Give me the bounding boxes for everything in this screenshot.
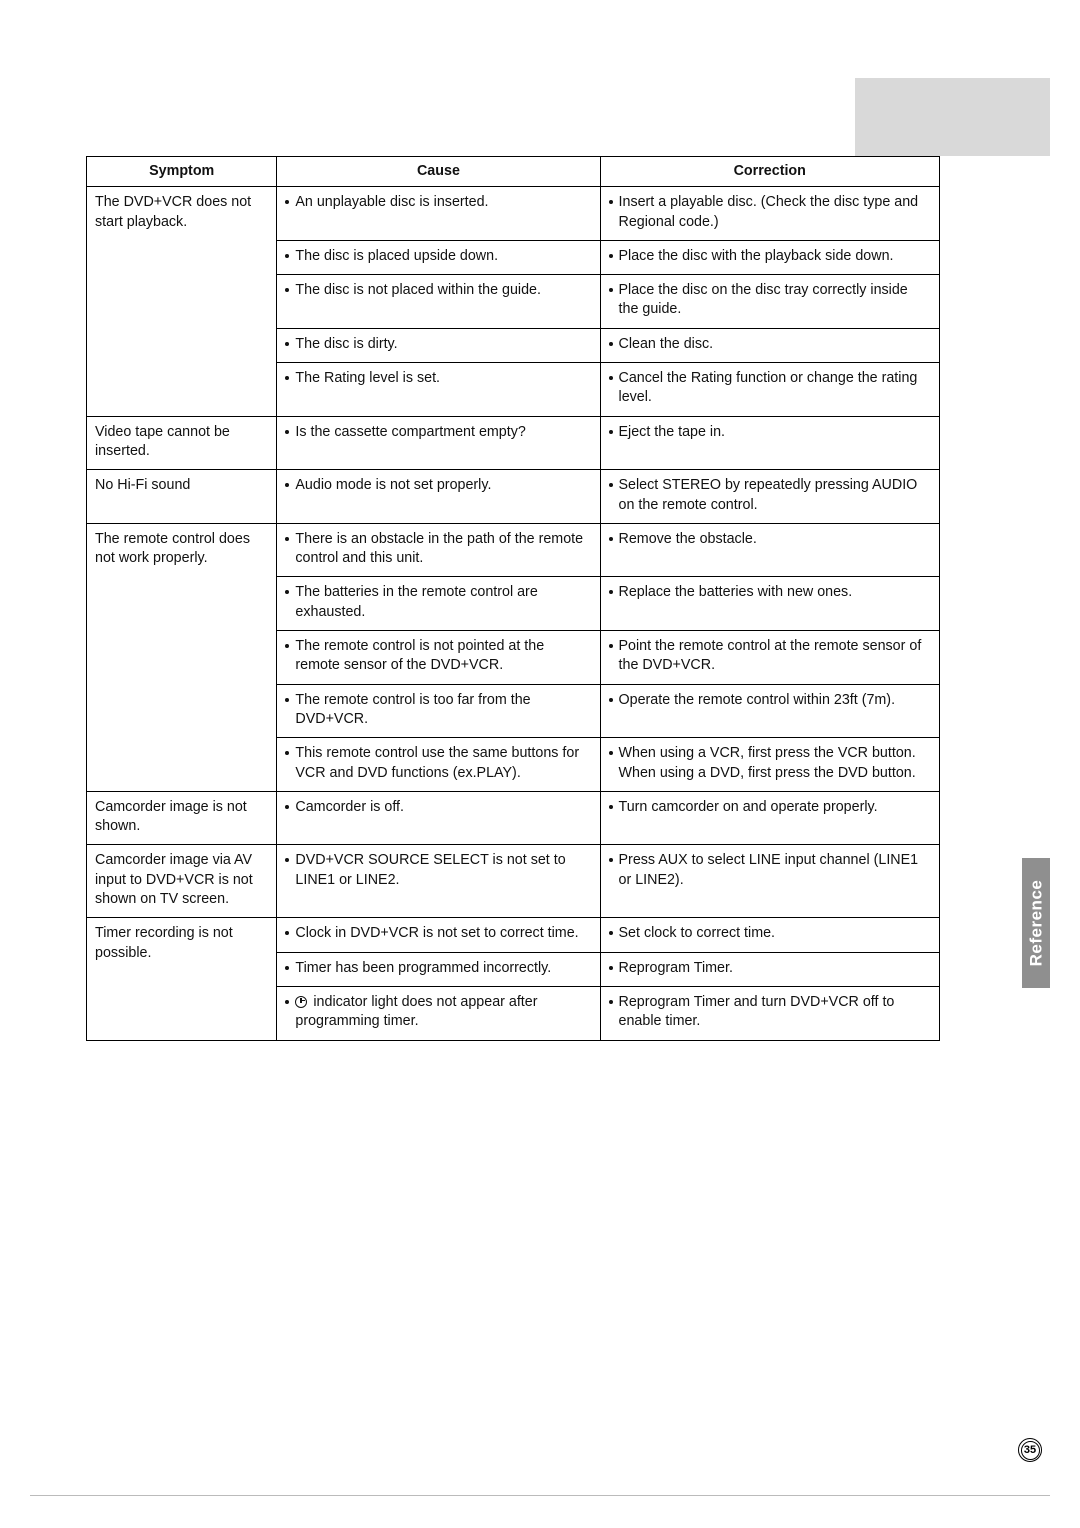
content-area: Symptom Cause Correction The DVD+VCR doe… (86, 156, 940, 1041)
section-tab: Reference (1022, 858, 1050, 988)
symptom-cell: The remote control does not work properl… (87, 523, 277, 791)
table-row: Camcorder image via AV input to DVD+VCR … (87, 845, 940, 918)
table-cell: Insert a playable disc. (Check the disc … (600, 187, 939, 241)
table-cell: There is an obstacle in the path of the … (277, 523, 600, 577)
table-cell: Clean the disc. (600, 328, 939, 362)
table-row: The remote control does not work properl… (87, 523, 940, 577)
table-cell: Cancel the Rating function or change the… (600, 363, 939, 417)
table-cell: Timer has been programmed incorrectly. (277, 952, 600, 986)
table-header-row: Symptom Cause Correction (87, 157, 940, 187)
section-tab-label: Reference (1026, 880, 1046, 967)
table-cell: Remove the obstacle. (600, 523, 939, 577)
table-cell: Camcorder is off. (277, 791, 600, 845)
table-cell: The remote control is not pointed at the… (277, 631, 600, 685)
symptom-cell: No Hi-Fi sound (87, 470, 277, 524)
header-gray-block (855, 78, 1050, 156)
table-row: The DVD+VCR does not start playback.An u… (87, 187, 940, 241)
table-row: Timer recording is not possible.Clock in… (87, 918, 940, 952)
page-number-badge: 35 (1018, 1438, 1042, 1462)
table-cell: Press AUX to select LINE input channel (… (600, 845, 939, 918)
table-row: Video tape cannot be inserted.Is the cas… (87, 416, 940, 470)
table-cell: indicator light does not appear after pr… (277, 986, 600, 1040)
table-cell: Select STEREO by repeatedly pressing AUD… (600, 470, 939, 524)
footer-divider (30, 1495, 1050, 1496)
table-cell: Clock in DVD+VCR is not set to correct t… (277, 918, 600, 952)
table-cell: Replace the batteries with new ones. (600, 577, 939, 631)
table-cell: An unplayable disc is inserted. (277, 187, 600, 241)
table-cell: Reprogram Timer and turn DVD+VCR off to … (600, 986, 939, 1040)
table-cell: This remote control use the same buttons… (277, 738, 600, 792)
table-cell: DVD+VCR SOURCE SELECT is not set to LINE… (277, 845, 600, 918)
symptom-cell: Timer recording is not possible. (87, 918, 277, 1040)
table-cell: Point the remote control at the remote s… (600, 631, 939, 685)
table-cell: Set clock to correct time. (600, 918, 939, 952)
table-cell: Place the disc with the playback side do… (600, 240, 939, 274)
table-cell: When using a VCR, first press the VCR bu… (600, 738, 939, 792)
table-cell: The disc is placed upside down. (277, 240, 600, 274)
symptom-cell: The DVD+VCR does not start playback. (87, 187, 277, 416)
table-cell: The batteries in the remote control are … (277, 577, 600, 631)
table-row: No Hi-Fi soundAudio mode is not set prop… (87, 470, 940, 524)
col-header-symptom: Symptom (87, 157, 277, 187)
table-cell: Reprogram Timer. (600, 952, 939, 986)
page-number: 35 (1018, 1438, 1042, 1462)
table-cell: The remote control is too far from the D… (277, 684, 600, 738)
symptom-cell: Camcorder image is not shown. (87, 791, 277, 845)
symptom-cell: Camcorder image via AV input to DVD+VCR … (87, 845, 277, 918)
table-cell: Operate the remote control within 23ft (… (600, 684, 939, 738)
table-cell: Place the disc on the disc tray correctl… (600, 275, 939, 329)
page: Symptom Cause Correction The DVD+VCR doe… (0, 0, 1080, 1528)
table-cell: Is the cassette compartment empty? (277, 416, 600, 470)
symptom-cell: Video tape cannot be inserted. (87, 416, 277, 470)
col-header-cause: Cause (277, 157, 600, 187)
clock-icon (295, 996, 307, 1008)
table-cell: The disc is dirty. (277, 328, 600, 362)
table-cell: Turn camcorder on and operate properly. (600, 791, 939, 845)
table-cell: Eject the tape in. (600, 416, 939, 470)
table-row: Camcorder image is not shown.Camcorder i… (87, 791, 940, 845)
table-cell: The disc is not placed within the guide. (277, 275, 600, 329)
col-header-correction: Correction (600, 157, 939, 187)
table-cell: The Rating level is set. (277, 363, 600, 417)
troubleshooting-table: Symptom Cause Correction The DVD+VCR doe… (86, 156, 940, 1041)
table-cell: Audio mode is not set properly. (277, 470, 600, 524)
